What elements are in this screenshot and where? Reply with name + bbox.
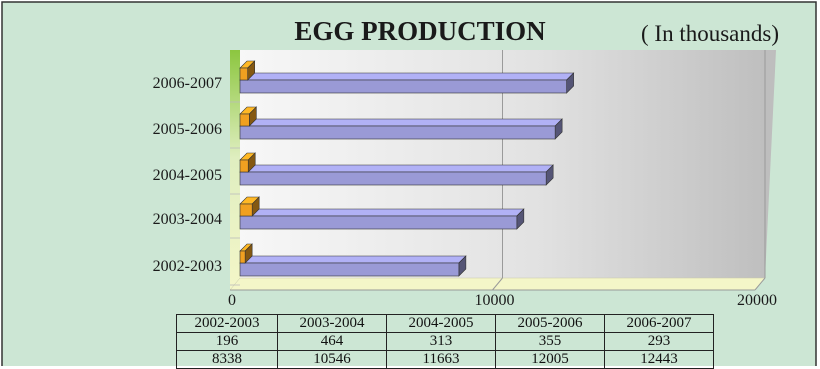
x-tick-label: 10000	[475, 292, 515, 309]
y-label-2003-2004: 2003-2004	[153, 211, 222, 228]
chart-subtitle: ( In thousands)	[641, 21, 779, 46]
bar-series-1-2002-2003	[239, 243, 253, 264]
table-row: 196 464 313 355 293	[176, 332, 714, 351]
table-cell: 2002-2003	[176, 314, 278, 333]
table-cell: 313	[386, 332, 496, 351]
table-cell: 11663	[386, 350, 496, 369]
y-label-2006-2007: 2006-2007	[153, 75, 222, 92]
bar-series-1-2005-2006	[239, 106, 258, 127]
table-cell: 464	[277, 332, 387, 351]
gridline-floor	[754, 277, 766, 291]
data-table-body: 2002-2003 2003-2004 2004-2005 2005-2006 2006…	[176, 314, 714, 369]
bar-series-2-2006-2007	[239, 72, 575, 94]
table-cell: 12005	[495, 350, 605, 369]
table-cell: 2006-2007	[604, 314, 714, 333]
bar-series-1-2004-2005	[239, 152, 256, 173]
bar-series-2-2003-2004	[239, 208, 525, 230]
table-cell: 196	[176, 332, 278, 351]
table-cell: 2004-2005	[386, 314, 496, 333]
y-label-2004-2005: 2004-2005	[153, 167, 222, 184]
table-cell: 355	[495, 332, 605, 351]
x-tick-label: 20000	[737, 292, 777, 309]
bars	[239, 60, 575, 277]
y-axis-labels: 2002-2003 2003-2004 2004-2005 2005-2006 2006…	[153, 75, 222, 275]
bar-series-1-2003-2004	[239, 196, 260, 217]
x-axis-ticks: 0 10000 20000	[228, 292, 777, 309]
table-cell: 2003-2004	[277, 314, 387, 333]
table-cell: 10546	[277, 350, 387, 369]
chart-title: EGG PRODUCTION	[294, 16, 546, 46]
y-label-2005-2006: 2005-2006	[153, 121, 222, 138]
table-cell: 293	[604, 332, 714, 351]
plot-left-wall	[230, 50, 240, 290]
y-label-2002-2003: 2002-2003	[153, 258, 222, 275]
table-cell: 8338	[176, 350, 278, 369]
data-table: 2002-2003 2003-2004 2004-2005 2005-2006 2006…	[176, 314, 714, 369]
gridline-floor	[492, 277, 503, 291]
x-tick-label: 0	[228, 292, 236, 309]
bar-series-2-2004-2005	[239, 164, 554, 186]
bar-series-2-2005-2006	[239, 118, 563, 140]
table-cell: 2005-2006	[495, 314, 605, 333]
bar-series-1-2006-2007	[239, 60, 256, 81]
table-header-row: 2002-2003 2003-2004 2004-2005 2005-2006 2006…	[176, 314, 714, 333]
bar-series-2-2002-2003	[239, 255, 467, 277]
